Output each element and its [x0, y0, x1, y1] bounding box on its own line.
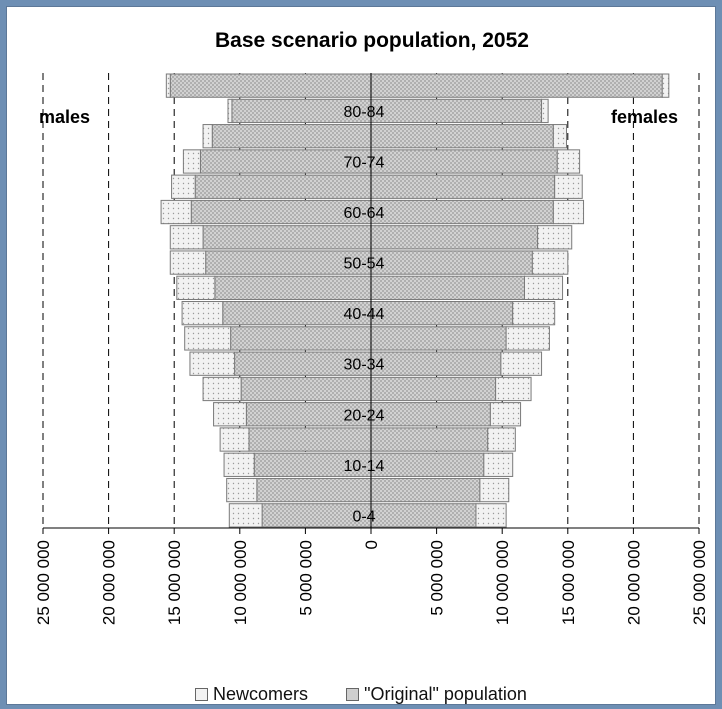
bar-female-original — [370, 275, 526, 301]
chart-title: Base scenario population, 2052 — [215, 29, 529, 52]
bar-female-original — [370, 376, 497, 402]
age-tick-label: 50-54 — [344, 256, 385, 273]
bar-female-original — [370, 124, 554, 149]
chart-legend: Newcomers "Original" population — [7, 684, 715, 705]
x-tick-label: 5 000 000 — [428, 540, 447, 616]
x-tick-label: 15 000 000 — [559, 540, 578, 625]
bar-female-original — [370, 326, 507, 351]
age-tick-label: 20-24 — [344, 407, 385, 424]
bar-male-original — [248, 427, 372, 452]
bar-female-newcomers — [524, 275, 564, 301]
age-tick-label: 10-14 — [344, 458, 385, 475]
bar-male-original — [240, 376, 372, 402]
bar-female-original — [370, 149, 558, 174]
bar-male-original — [211, 124, 372, 149]
bar-female-original — [370, 174, 556, 199]
bar-female-original — [370, 98, 543, 124]
bar-male-newcomers — [176, 275, 216, 301]
bar-female-original — [370, 402, 491, 427]
x-tick-label: 5 000 000 — [296, 540, 315, 616]
age-tick-label: 40-44 — [344, 306, 385, 323]
bar-female-newcomers — [512, 301, 556, 326]
x-tick-label: 0 — [362, 540, 381, 549]
x-tick-label: 20 000 000 — [624, 540, 643, 625]
bar-female-newcomers — [537, 225, 573, 250]
x-tick-label: 10 000 000 — [493, 540, 512, 625]
bar-female-original — [370, 351, 502, 376]
bar-male-original — [194, 174, 372, 199]
age-tick-label: 70-74 — [344, 154, 385, 171]
bar-female-newcomers — [487, 427, 516, 452]
bar-male-newcomers — [189, 351, 236, 376]
bar-female-newcomers — [483, 452, 514, 477]
bar-male-newcomers — [160, 199, 192, 225]
bar-female-newcomers — [479, 477, 510, 503]
bar-female-newcomers — [505, 326, 550, 351]
bar-male-newcomers — [228, 503, 263, 528]
bar-male-original — [202, 225, 372, 250]
bar-male-original — [230, 326, 372, 351]
bar-male-newcomers — [169, 250, 207, 275]
bar-female-newcomers — [552, 199, 585, 225]
bar-male-newcomers — [202, 124, 213, 149]
population-pyramid-chart: Base scenario population, 2052 males fem… — [34, 29, 709, 625]
newcomers-swatch — [195, 688, 209, 701]
x-tick-label: 15 000 000 — [165, 540, 184, 625]
legend-label-newcomers: Newcomers — [213, 684, 309, 704]
bar-female-newcomers — [541, 98, 549, 124]
bar-male-newcomers — [219, 427, 250, 452]
bar-female-original — [370, 452, 485, 477]
x-tick-label: 25 000 000 — [34, 540, 53, 625]
bar-male-newcomers — [226, 477, 258, 503]
females-label: females — [611, 107, 678, 127]
bar-female-original — [370, 503, 477, 528]
age-tick-label: 30-34 — [344, 357, 385, 374]
bar-female-original — [370, 73, 663, 98]
age-tick-label: 80-84 — [344, 104, 385, 121]
bar-female-original — [370, 427, 489, 452]
bar-male-newcomers — [202, 376, 242, 402]
bar-male-newcomers — [227, 98, 233, 124]
bar-female-newcomers — [500, 351, 543, 376]
bar-female-original — [370, 199, 554, 225]
original-swatch — [346, 688, 360, 701]
bar-female-newcomers — [489, 402, 522, 427]
bar-female-original — [370, 225, 539, 250]
bar-female-newcomers — [495, 376, 532, 402]
males-label: males — [39, 107, 90, 127]
bar-female-original — [370, 477, 481, 503]
x-tick-label: 25 000 000 — [690, 540, 709, 625]
bar-male-newcomers — [165, 73, 171, 98]
bar-female-newcomers — [552, 124, 567, 149]
x-tick-label: 20 000 000 — [100, 540, 119, 625]
bar-male-newcomers — [182, 149, 201, 174]
bar-male-newcomers — [213, 402, 247, 427]
bar-male-newcomers — [223, 452, 255, 477]
bar-female-newcomers — [556, 149, 581, 174]
bar-female-newcomers — [554, 174, 583, 199]
bar-female-original — [370, 301, 514, 326]
bar-male-newcomers — [169, 225, 204, 250]
x-tick-label: 10 000 000 — [231, 540, 250, 625]
bar-male-original — [169, 73, 372, 98]
chart-frame: Base scenario population, 2052 males fem… — [6, 6, 716, 705]
age-tick-label: 0-4 — [352, 508, 375, 525]
bar-female-original — [370, 250, 533, 275]
bar-female-newcomers — [661, 73, 670, 98]
bar-female-newcomers — [531, 250, 569, 275]
bar-female-newcomers — [475, 503, 507, 528]
bar-male-original — [214, 275, 372, 301]
bar-male-newcomers — [171, 174, 196, 199]
legend-item-original: "Original" population — [346, 684, 527, 705]
legend-label-original: "Original" population — [364, 684, 527, 704]
age-tick-label: 60-64 — [344, 205, 385, 222]
legend-item-newcomers: Newcomers — [195, 684, 308, 705]
bar-male-newcomers — [184, 326, 232, 351]
bar-male-original — [256, 477, 372, 503]
bar-male-newcomers — [181, 301, 224, 326]
